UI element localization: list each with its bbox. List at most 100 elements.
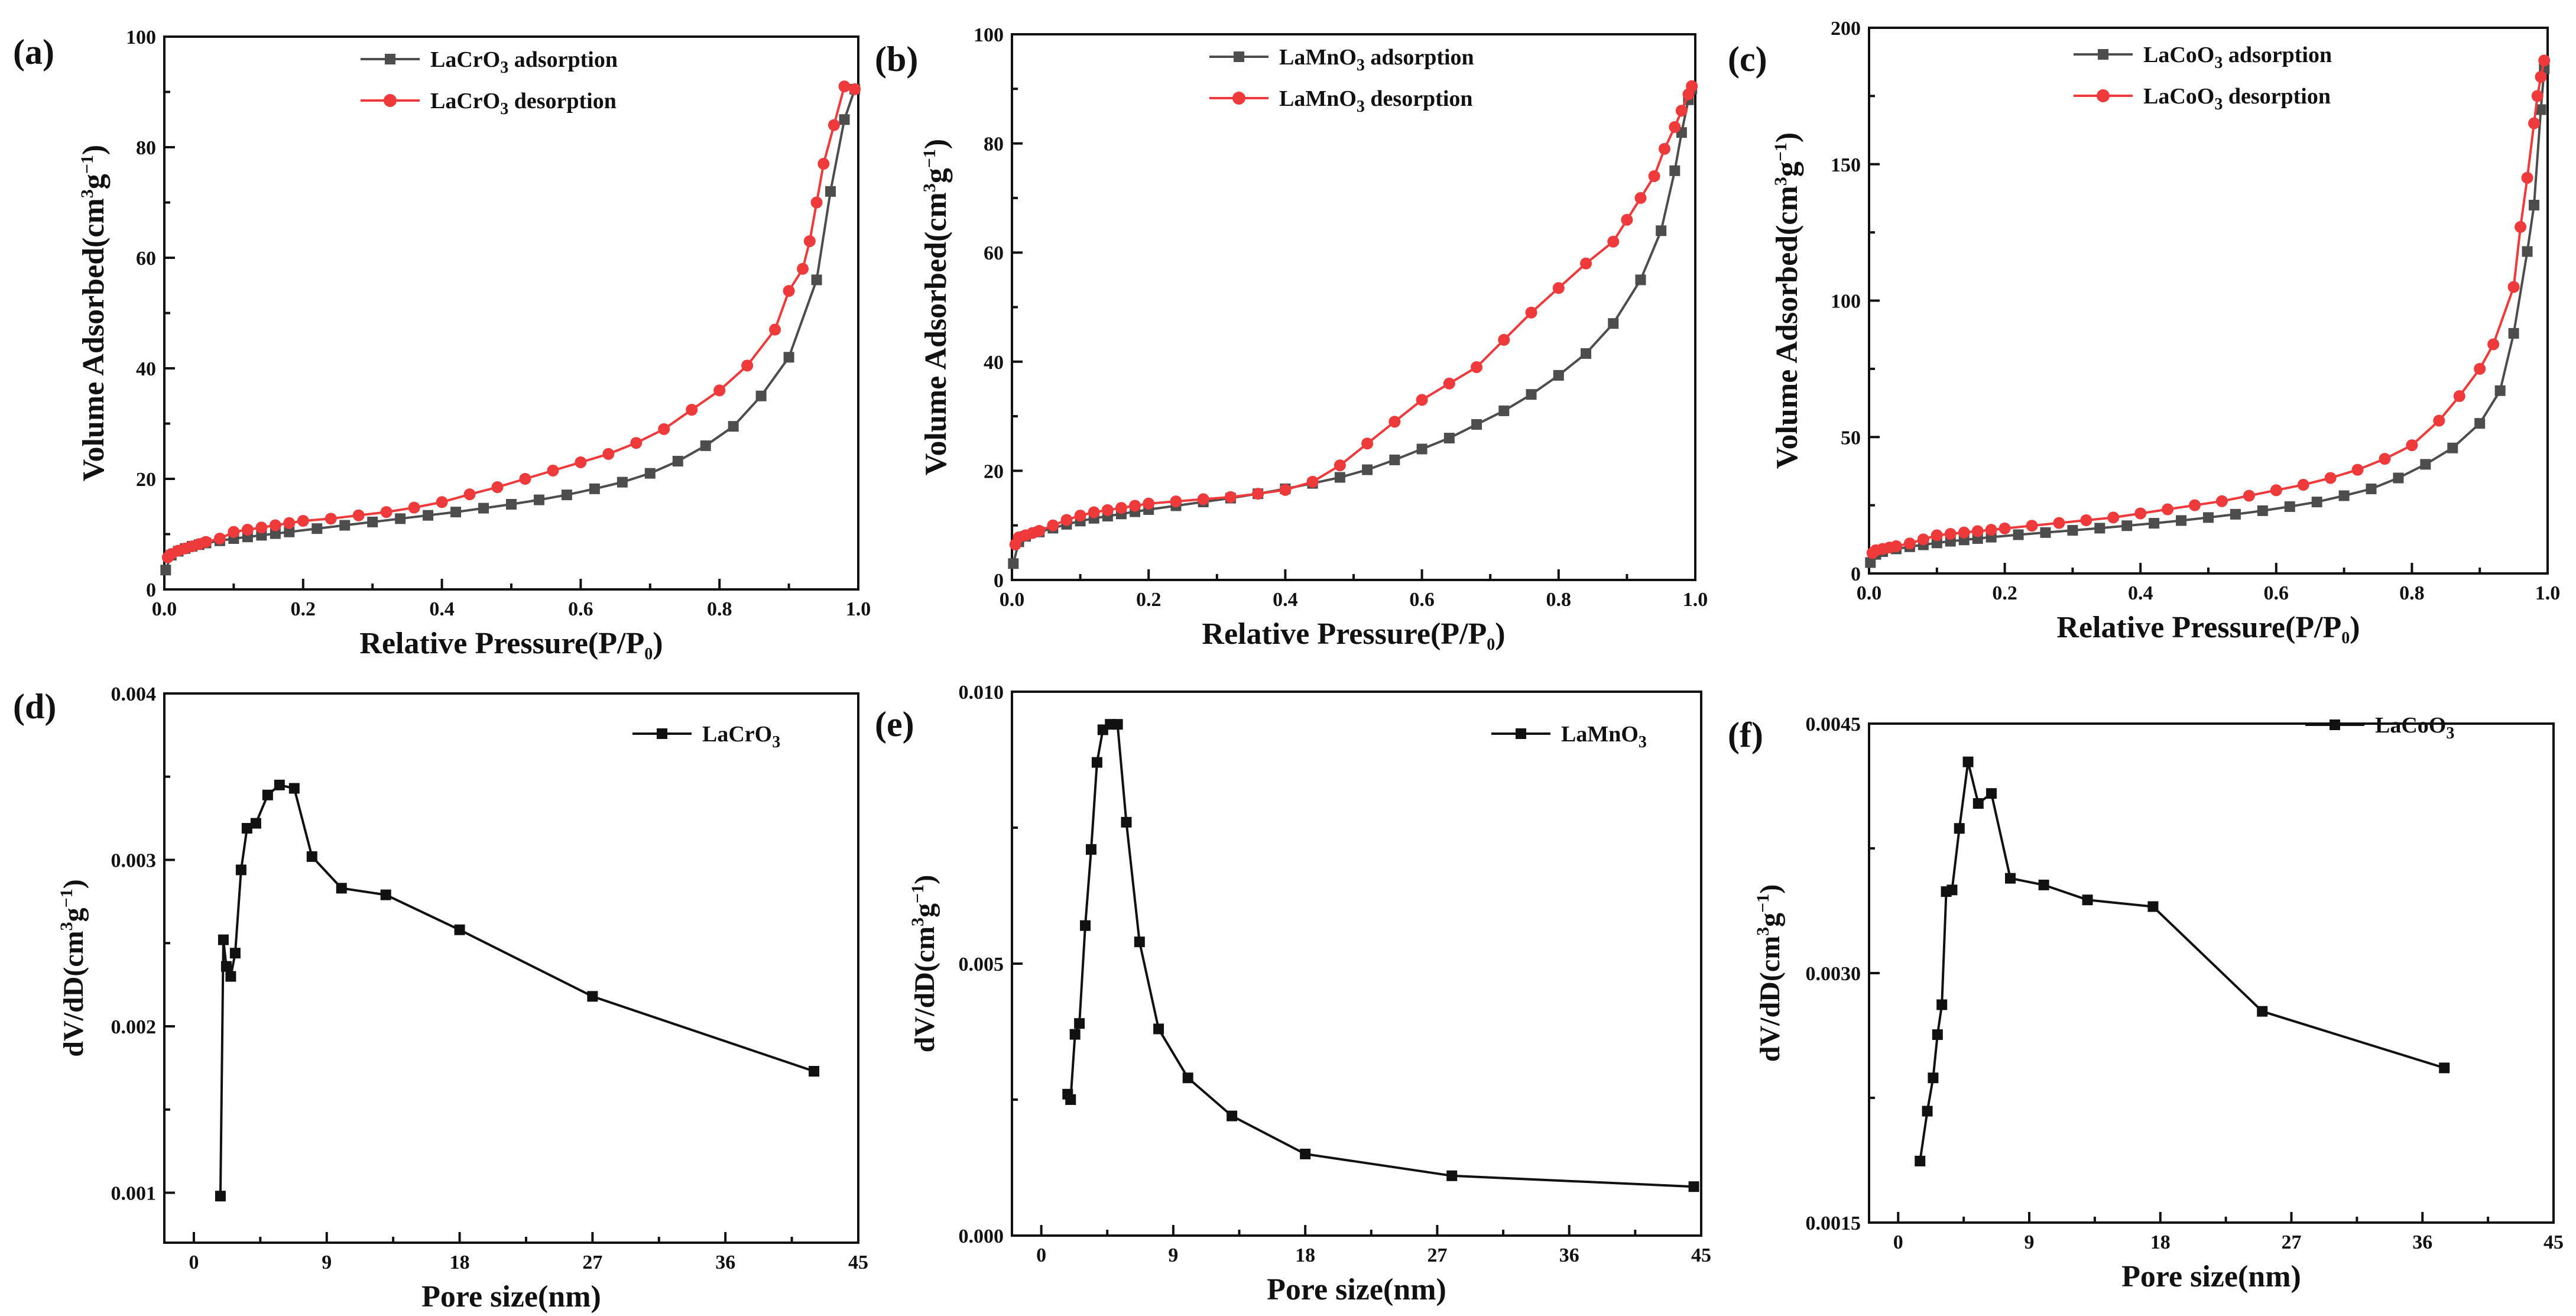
x-tick-label-c-0: 0.0 [1857, 582, 1882, 604]
series-line-e-0 [1066, 723, 1694, 1188]
legend-marker-f-0 [2330, 719, 2340, 730]
data-point-c-0-24 [2366, 483, 2377, 494]
y-tick-label-c-0: 0 [1851, 563, 1861, 585]
data-point-a-0-25 [644, 468, 656, 479]
data-point-c-1-2 [2531, 90, 2543, 102]
data-point-a-1-27 [269, 519, 281, 531]
data-point-e-0-13 [1182, 1072, 1193, 1084]
data-point-a-0-12 [284, 526, 295, 537]
panel-label-d: (d) [13, 687, 56, 726]
data-point-c-0-20 [2257, 505, 2268, 516]
data-point-a-1-7 [783, 285, 795, 297]
y-tick-label-c-4: 200 [1831, 18, 1861, 40]
x-tick-label-e-2: 18 [1295, 1244, 1315, 1266]
data-point-b-1-27 [1115, 502, 1127, 514]
data-point-f-0-0 [1915, 1155, 1926, 1166]
y-axis-title-c: Volume Adsorbed(cm3g−1) [1770, 132, 1804, 469]
x-tick-label-a-1: 0.2 [291, 598, 316, 620]
legend-label-b-1: LaMnO3​ desorption [1279, 86, 1473, 116]
legend-marker-a-0 [385, 54, 395, 64]
data-point-b-1-4 [1658, 142, 1670, 155]
x-tick-label-d-5: 45 [848, 1252, 868, 1273]
x-tick-label-b-2: 0.4 [1273, 589, 1298, 611]
series-line-a-0 [164, 89, 856, 571]
data-point-f-0-11 [2004, 873, 2016, 884]
data-point-b-1-2 [1675, 105, 1688, 117]
data-point-c-0-17 [2176, 515, 2187, 526]
panel-label-f: (f) [1728, 715, 1763, 754]
data-point-a-0-17 [423, 510, 434, 521]
data-point-a-1-17 [519, 473, 531, 485]
x-tick-label-d-1: 9 [322, 1252, 332, 1273]
data-point-a-0-14 [339, 520, 351, 531]
data-point-c-0-13 [2067, 525, 2078, 536]
data-point-d-0-14 [454, 924, 465, 935]
data-point-c-1-16 [2270, 484, 2282, 497]
data-point-c-1-17 [2243, 490, 2255, 502]
x-tick-label-f-4: 36 [2412, 1231, 2432, 1253]
data-point-a-0-28 [728, 421, 739, 432]
x-tick-label-f-1: 9 [2025, 1231, 2035, 1253]
x-tick-label-c-2: 0.4 [2128, 582, 2153, 604]
data-point-b-1-6 [1634, 192, 1647, 204]
y-tick-label-c-2: 100 [1831, 291, 1861, 313]
data-point-b-0-20 [1389, 454, 1400, 465]
legend-label-d-0: LaCrO3​ [702, 722, 780, 751]
data-point-c-1-4 [2521, 171, 2533, 184]
x-tick-label-a-4: 0.8 [707, 598, 732, 620]
data-point-c-0-0 [1865, 557, 1876, 568]
legend-marker-c-1 [2097, 89, 2110, 102]
x-tick-label-a-5: 1.0 [846, 598, 871, 620]
data-point-c-0-33 [2535, 104, 2546, 115]
data-point-c-0-31 [2522, 246, 2533, 257]
data-point-d-0-16 [809, 1066, 820, 1077]
data-point-b-1-10 [1552, 282, 1565, 294]
x-tick-label-e-4: 36 [1559, 1244, 1579, 1266]
x-tick-label-b-5: 1.0 [1683, 589, 1708, 611]
x-axis-title-b: Relative Pressure(P/P0​) [1202, 617, 1505, 654]
y-axis-title-f: dV/dD(cm3g−1) [1753, 884, 1786, 1062]
data-point-a-0-16 [395, 513, 406, 524]
x-tick-label-f-2: 18 [2150, 1231, 2171, 1253]
data-point-b-1-18 [1334, 459, 1346, 472]
data-point-d-0-1 [218, 934, 229, 945]
y-tick-label-b-4: 80 [984, 134, 1004, 155]
data-point-a-1-38 [161, 551, 174, 563]
data-point-c-1-18 [2215, 495, 2228, 507]
legend-marker-a-1 [384, 94, 397, 107]
series-line-c-1 [1871, 60, 2546, 554]
data-point-b-1-29 [1088, 506, 1100, 518]
data-point-c-1-9 [2453, 390, 2465, 403]
data-point-b-1-13 [1471, 361, 1483, 374]
x-tick-label-c-3: 0.6 [2264, 582, 2289, 604]
data-point-b-1-30 [1074, 510, 1086, 522]
y-tick-label-f-0: 0.0015 [1806, 1213, 1861, 1234]
data-point-c-0-26 [2420, 459, 2431, 470]
data-point-b-1-26 [1129, 500, 1141, 512]
data-point-a-1-18 [491, 481, 504, 494]
y-axis-title-b: Volume Adsorbed(cm3g−1) [919, 139, 953, 476]
data-point-d-0-12 [336, 883, 347, 894]
data-point-c-1-30 [1944, 528, 1957, 540]
data-point-b-1-32 [1047, 519, 1059, 531]
data-point-c-0-22 [2311, 497, 2322, 508]
x-tick-label-f-3: 27 [2282, 1231, 2302, 1253]
data-point-b-1-20 [1279, 484, 1292, 496]
data-point-e-0-14 [1227, 1110, 1238, 1121]
data-point-b-0-29 [1635, 274, 1646, 286]
data-point-a-1-2 [828, 119, 840, 131]
y-tick-label-f-2: 0.0045 [1806, 714, 1861, 735]
data-point-a-1-31 [213, 532, 226, 544]
chart-panel-f: 0 9 18 27 36 45 0.0015 0.0030 0.0045 Pore size(nm… [1728, 713, 2564, 1294]
data-point-b-1-28 [1101, 504, 1114, 516]
legend-label-b-0: LaMnO3​ adsorption [1279, 45, 1474, 74]
data-point-a-0-30 [783, 352, 794, 363]
data-point-a-0-21 [533, 494, 544, 505]
series-line-d-0 [219, 783, 815, 1197]
data-point-d-0-13 [380, 889, 391, 900]
chart-panel-e: 0 9 18 27 36 45 0.000 0.005 0.010 Pore size(nm) dV… [875, 682, 1711, 1307]
data-point-b-1-31 [1060, 514, 1073, 526]
data-point-e-0-1 [1065, 1094, 1076, 1105]
x-axis-title-c: Relative Pressure(P/P0​) [2056, 611, 2360, 647]
data-point-a-0-33 [839, 114, 850, 125]
